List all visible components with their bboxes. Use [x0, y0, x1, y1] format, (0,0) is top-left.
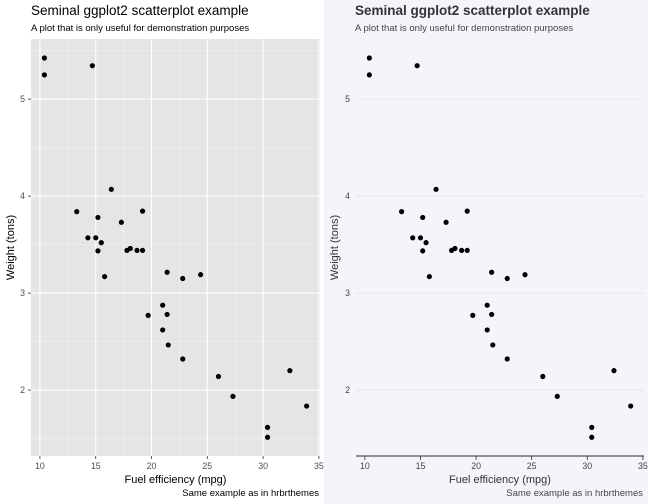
data-point: [180, 356, 186, 362]
data-point: [139, 208, 146, 214]
y-axis-label: Weight (tons): [5, 215, 17, 280]
chart-caption: Same example as in hrbrthemes: [506, 488, 643, 499]
x-tick-label: 30: [582, 461, 592, 471]
data-point: [89, 63, 95, 69]
data-point: [540, 373, 546, 380]
x-tick-label: 25: [202, 461, 212, 471]
chart-title: Seminal ggplot2 scatterplot example: [355, 3, 590, 18]
data-point: [484, 302, 490, 308]
data-point: [198, 272, 204, 278]
y-tick-label: 4: [345, 191, 350, 201]
chart-subtitle: A plot that is only useful for demonstra…: [31, 23, 250, 34]
x-tick-label: 10: [360, 461, 370, 471]
data-point: [41, 55, 47, 61]
data-point: [464, 208, 470, 214]
data-point: [554, 393, 560, 399]
data-point: [366, 55, 372, 61]
data-point: [118, 219, 124, 225]
data-point: [287, 368, 293, 374]
data-point: [124, 247, 130, 254]
data-point: [433, 186, 439, 192]
data-point: [490, 342, 496, 348]
data-point: [522, 272, 528, 278]
data-point: [215, 373, 222, 380]
x-axis-label: Fuel efficiency (mpg): [449, 474, 551, 486]
x-tick-label: 20: [147, 461, 157, 471]
plot-background: [31, 39, 320, 456]
data-point: [366, 72, 372, 78]
data-point: [145, 312, 151, 318]
x-tick-label: 10: [35, 461, 45, 471]
data-point: [98, 240, 104, 246]
x-tick-label: 25: [527, 461, 537, 471]
data-point: [108, 186, 114, 192]
data-point: [164, 311, 170, 318]
data-point: [74, 209, 80, 215]
data-point: [464, 247, 470, 254]
data-point: [470, 312, 476, 318]
data-point: [139, 247, 146, 254]
y-tick-label: 5: [345, 94, 350, 104]
x-tick-label: 35: [314, 461, 324, 471]
data-point: [504, 356, 510, 362]
data-point: [423, 240, 429, 246]
chart-title: Seminal ggplot2 scatterplot example: [31, 3, 249, 18]
y-axis-label: Weight (tons): [329, 215, 341, 280]
data-point: [449, 247, 455, 254]
y-tick-label: 2: [20, 385, 25, 395]
x-tick-label: 30: [258, 461, 268, 471]
chart-subtitle: A plot that is only useful for demonstra…: [355, 23, 574, 34]
data-point: [611, 368, 617, 374]
data-point: [443, 219, 449, 225]
data-point: [414, 63, 420, 69]
data-point: [504, 275, 510, 282]
data-point: [459, 247, 465, 254]
data-point: [589, 434, 595, 440]
data-point: [160, 327, 166, 333]
data-point: [420, 214, 426, 221]
data-point: [489, 311, 495, 318]
data-point: [426, 273, 432, 280]
data-point: [160, 302, 166, 308]
data-point: [95, 214, 101, 221]
scatter-plot-right: 10 15 20 25 30 35 2 3 4 5 Fuel efficiency (mpg) Wei…: [329, 55, 648, 486]
data-point: [264, 434, 271, 440]
data-point: [93, 235, 99, 241]
data-point: [304, 403, 310, 409]
y-tick-label: 3: [20, 288, 25, 298]
data-point: [484, 327, 490, 333]
data-point: [102, 273, 108, 280]
data-point: [230, 393, 236, 399]
y-tick-label: 5: [20, 94, 25, 104]
data-point: [95, 248, 101, 254]
x-axis-label: Fuel efficiency (mpg): [125, 474, 227, 486]
data-point: [134, 247, 140, 254]
x-tick-label: 20: [471, 461, 481, 471]
x-tick-label: 15: [416, 461, 426, 471]
data-point: [85, 235, 91, 241]
data-point: [165, 342, 171, 348]
data-point: [264, 424, 271, 430]
data-point: [628, 403, 634, 409]
x-tick-label: 15: [91, 461, 101, 471]
y-tick-label: 4: [20, 191, 25, 201]
data-point: [410, 235, 416, 241]
data-point: [417, 235, 424, 241]
data-point: [180, 275, 186, 282]
data-point: [398, 209, 405, 215]
scatter-plot-left: 10 15 20 25 30 35 2 3 4 5 Fuel efficiency (mpg) Wei…: [5, 39, 324, 486]
y-tick-label: 2: [345, 385, 350, 395]
y-tick-label: 3: [345, 288, 350, 298]
chart-panel-right: Seminal ggplot2 scatterplot example A pl…: [324, 0, 648, 504]
data-point: [489, 269, 495, 275]
data-point: [164, 269, 170, 275]
chart-panel-left: Seminal ggplot2 scatterplot example A pl…: [5, 3, 324, 499]
data-point: [420, 248, 426, 254]
x-tick-label: 35: [638, 461, 648, 471]
data-point: [41, 72, 47, 78]
data-point: [589, 424, 595, 430]
chart-caption: Same example as in hrbrthemes: [182, 488, 319, 499]
